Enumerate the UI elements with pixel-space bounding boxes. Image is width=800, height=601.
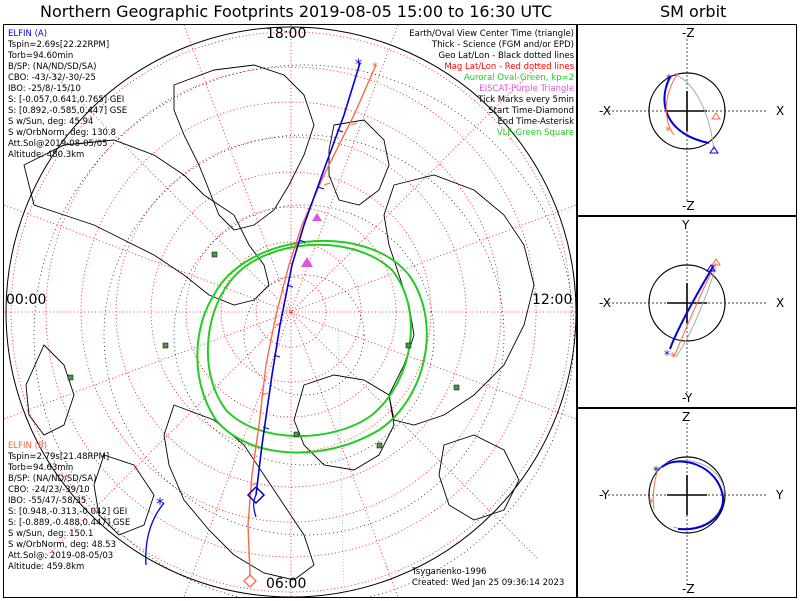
legend-item: End Time-Asterisk bbox=[497, 117, 574, 127]
clock-label-top: 18:00 bbox=[266, 26, 307, 42]
elfin-b-info: ELFIN (B) Tspin=2.79s[21.48RPM] Torb=94.… bbox=[8, 441, 130, 573]
eiscat-triangle bbox=[301, 257, 313, 267]
eiscat-triangle-2 bbox=[312, 213, 322, 221]
auroral-oval bbox=[196, 239, 428, 454]
sm1-label-bottom: -Z bbox=[682, 199, 695, 213]
coastlines bbox=[23, 64, 535, 581]
sm-orbit-xz: * * -Z -Z -X X bbox=[599, 26, 784, 213]
credits: Tsyganenko-1996 Created: Wed Jan 25 09:3… bbox=[412, 567, 564, 589]
clock-label-left: 00:00 bbox=[6, 292, 47, 308]
legend-item: EISCAT-Purple Triangle bbox=[479, 84, 574, 94]
svg-text:*: * bbox=[648, 496, 654, 510]
elfin-a-line: Altitude: 480.3km bbox=[8, 150, 85, 160]
footprint-map-panel: * * * bbox=[3, 24, 577, 601]
elfin-b-line: Torb=94.63min bbox=[8, 463, 74, 473]
legend-item: Tick Marks every 5min bbox=[478, 95, 574, 105]
elfin-b-line: Altitude: 459.8km bbox=[8, 562, 85, 572]
sm-orbit-title: SM orbit bbox=[660, 2, 727, 21]
elfin-a-line: Tspin=2.69s[22.22RPM] bbox=[8, 40, 110, 50]
elfin-a-line: S w/OrbNorm, deg: 130.8 bbox=[8, 128, 117, 138]
elfin-a-track bbox=[255, 62, 361, 496]
elfin-b-track bbox=[247, 64, 377, 576]
elfin-a-ticks bbox=[262, 129, 344, 430]
sm-orbit-xy: * * Y -Y -X X bbox=[599, 218, 784, 405]
elfin-a-end-asterisk: * bbox=[355, 57, 362, 73]
elfin-a-line: S: [0.892,-0.585,0.447] GSE bbox=[8, 106, 128, 116]
elfin-a-line: S w/Sun, deg: 45.94 bbox=[8, 117, 94, 127]
elfin-a-line: CBO: -43/-32/-30/-25 bbox=[8, 73, 96, 83]
legend-item: Earth/Oval View Center Time (triangle) bbox=[409, 29, 574, 39]
elfin-b-line: S: [0.948,-0.313,-0.042] GEI bbox=[8, 507, 128, 517]
elfin-a-secondary-track bbox=[145, 502, 165, 566]
footprint-map: * * * bbox=[3, 24, 577, 601]
map-legend: Earth/Oval View Center Time (triangle) T… bbox=[409, 29, 574, 139]
credit-created: Created: Wed Jan 25 09:36:14 2023 bbox=[412, 578, 565, 588]
sm2-label-right: X bbox=[776, 296, 784, 310]
elfin-b-start-diamond bbox=[243, 574, 257, 588]
sm1-label-left: -X bbox=[599, 104, 611, 118]
elfin-b-line: B/SP: (NA/ND/SD/SA) bbox=[8, 474, 97, 484]
elfin-a-name: ELFIN (A) bbox=[8, 29, 48, 39]
elfin-b-line: S w/OrbNorm, deg: 48.53 bbox=[8, 540, 117, 550]
sm-orbit-xz-panel: * * -Z -Z -X X bbox=[577, 24, 797, 216]
sm3-label-left: -Y bbox=[599, 488, 610, 502]
svg-text:*: * bbox=[670, 350, 676, 364]
sm2-label-left: -X bbox=[599, 296, 611, 310]
svg-text:*: * bbox=[666, 72, 672, 86]
elfin-b-line: S w/Sun, deg: 150.1 bbox=[8, 529, 94, 539]
elfin-a-line: Torb=94.60min bbox=[8, 51, 74, 61]
geo-lat-grid bbox=[33, 64, 575, 601]
elfin-b-end-asterisk: * bbox=[372, 60, 378, 74]
sm2-label-bottom: -Y bbox=[682, 391, 693, 405]
legend-item: Mag Lat/Lon - Red dotted lines bbox=[444, 62, 574, 72]
view-center-line bbox=[337, 324, 345, 596]
elfin-a-line: IBO: -25/8/-15/10 bbox=[8, 84, 81, 94]
elfin-b-line: IBO: -55/47/-58/35 bbox=[8, 496, 87, 506]
clock-label-right: 12:00 bbox=[532, 292, 573, 308]
clock-label-bottom: 06:00 bbox=[266, 576, 307, 592]
legend-item: VLF-Green Square bbox=[496, 128, 574, 138]
elfin-b-line: S: [-0.889,-0.488,0.447] GSE bbox=[8, 518, 131, 528]
legend-item: Thick - Science (FGM and/or EPD) bbox=[431, 40, 574, 50]
sm1-label-top: -Z bbox=[682, 26, 695, 40]
legend-item: Geo Lat/Lon - Black dotted lines bbox=[438, 51, 574, 61]
sm-orbit-xy-panel: * * Y -Y -X X bbox=[577, 216, 797, 408]
sm-orbit-yz-panel: * * Z -Z -Y Y bbox=[577, 408, 797, 598]
elfin-a-line: Att.Sol@2019-08-05/05 bbox=[8, 139, 108, 149]
page-title: Northern Geographic Footprints 2019-08-0… bbox=[40, 2, 553, 21]
elfin-b-name: ELFIN (B) bbox=[8, 441, 48, 451]
elfin-a-line: S: [-0.057,0.641,0.765] GEI bbox=[8, 95, 125, 105]
sm3-label-bottom: -Z bbox=[682, 582, 695, 596]
legend-item: Auroral Oval-Green, kp=2 bbox=[463, 73, 574, 83]
credit-model: Tsyganenko-1996 bbox=[412, 567, 487, 577]
svg-text:*: * bbox=[653, 464, 659, 478]
sm1-label-right: X bbox=[776, 104, 784, 118]
svg-text:*: * bbox=[664, 348, 670, 362]
sm2-label-top: Y bbox=[681, 218, 690, 232]
mag-lat-grid bbox=[3, 24, 577, 598]
elfin-a-secondary-asterisk: * bbox=[156, 494, 164, 513]
sm3-label-top: Z bbox=[682, 410, 690, 424]
elfin-a-start-diamond bbox=[246, 485, 266, 505]
elfin-b-line: Tspin=2.79s[21.48RPM] bbox=[8, 452, 110, 462]
elfin-b-line: Att.Sol@: 2019-08-05/03 bbox=[8, 551, 114, 561]
sm-orbit-yz: * * Z -Z -Y Y bbox=[599, 410, 784, 596]
vlf-stations bbox=[67, 251, 460, 449]
elfin-a-info: ELFIN (A) Tspin=2.69s[22.22RPM] Torb=94.… bbox=[8, 29, 127, 161]
legend-item: Start Time-Diamond bbox=[488, 106, 574, 116]
svg-text:*: * bbox=[665, 124, 671, 138]
sm3-label-right: Y bbox=[775, 488, 784, 502]
elfin-b-line: CBO: -24/23/-39/10 bbox=[8, 485, 90, 495]
elfin-a-line: B/SP: (NA/ND/SD/SA) bbox=[8, 62, 97, 72]
